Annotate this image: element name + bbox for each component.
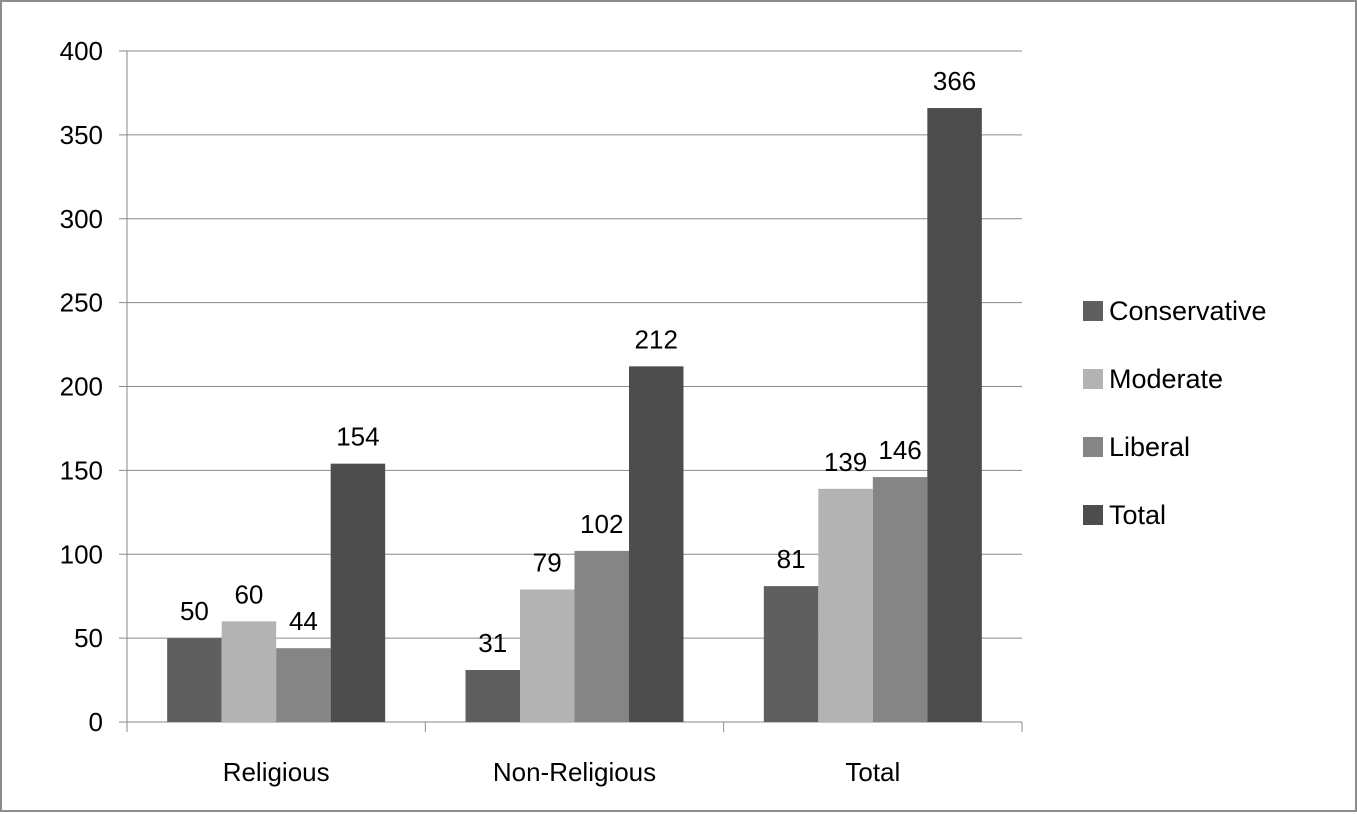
bar — [872, 477, 928, 722]
gridlines — [127, 50, 1022, 639]
bar-data-label: 139 — [824, 447, 867, 477]
y-tick-label: 0 — [89, 707, 103, 737]
y-tick-label: 100 — [60, 539, 103, 569]
bar-data-label: 102 — [580, 509, 623, 539]
data-labels: 50 60 44 154 31 79 102 212 81 139 146 366 — [180, 66, 976, 658]
y-tick-label: 300 — [60, 204, 103, 234]
bar — [520, 589, 575, 722]
bar — [574, 550, 629, 722]
x-axis-category-labels: Religious Non-Religious Total — [223, 757, 901, 787]
bar-data-label: 81 — [777, 544, 806, 574]
bar-data-label: 60 — [234, 579, 263, 609]
legend-swatch — [1083, 369, 1103, 389]
y-tick-label: 350 — [60, 120, 103, 150]
bar — [465, 669, 520, 722]
y-tick-label: 400 — [60, 36, 103, 66]
bar — [818, 488, 873, 722]
bar — [330, 463, 386, 722]
bar-data-label: 146 — [878, 435, 921, 465]
bar — [167, 638, 222, 722]
legend-label: Moderate — [1109, 364, 1223, 394]
bar-data-label: 79 — [533, 547, 562, 577]
legend-label: Total — [1109, 500, 1166, 530]
y-axis-tick-labels: 0 50 100 150 200 250 300 350 400 — [60, 36, 103, 737]
bars — [167, 108, 982, 722]
bar-data-label: 44 — [289, 606, 318, 636]
legend: Conservative Moderate Liberal Total — [1083, 296, 1267, 530]
x-category-label: Religious — [223, 757, 330, 787]
y-tick-label: 50 — [74, 623, 103, 653]
x-category-label: Non-Religious — [493, 757, 656, 787]
bar — [763, 586, 819, 722]
legend-swatch — [1083, 437, 1103, 457]
y-tick-label: 200 — [60, 372, 103, 402]
bar-data-label: 366 — [933, 66, 976, 96]
bar-data-label: 50 — [180, 596, 209, 626]
bar-data-label: 31 — [478, 628, 507, 658]
legend-swatch — [1083, 505, 1103, 525]
bar-data-label: 212 — [635, 324, 678, 354]
legend-label: Conservative — [1109, 296, 1267, 326]
bar — [276, 648, 331, 722]
legend-label: Liberal — [1109, 432, 1190, 462]
bar — [221, 621, 277, 722]
y-tick-label: 250 — [60, 288, 103, 318]
bar — [629, 366, 684, 722]
x-category-label: Total — [845, 757, 900, 787]
legend-swatch — [1083, 301, 1103, 321]
y-tick-label: 150 — [60, 455, 103, 485]
bar-data-label: 154 — [336, 422, 379, 452]
bar — [927, 108, 982, 722]
